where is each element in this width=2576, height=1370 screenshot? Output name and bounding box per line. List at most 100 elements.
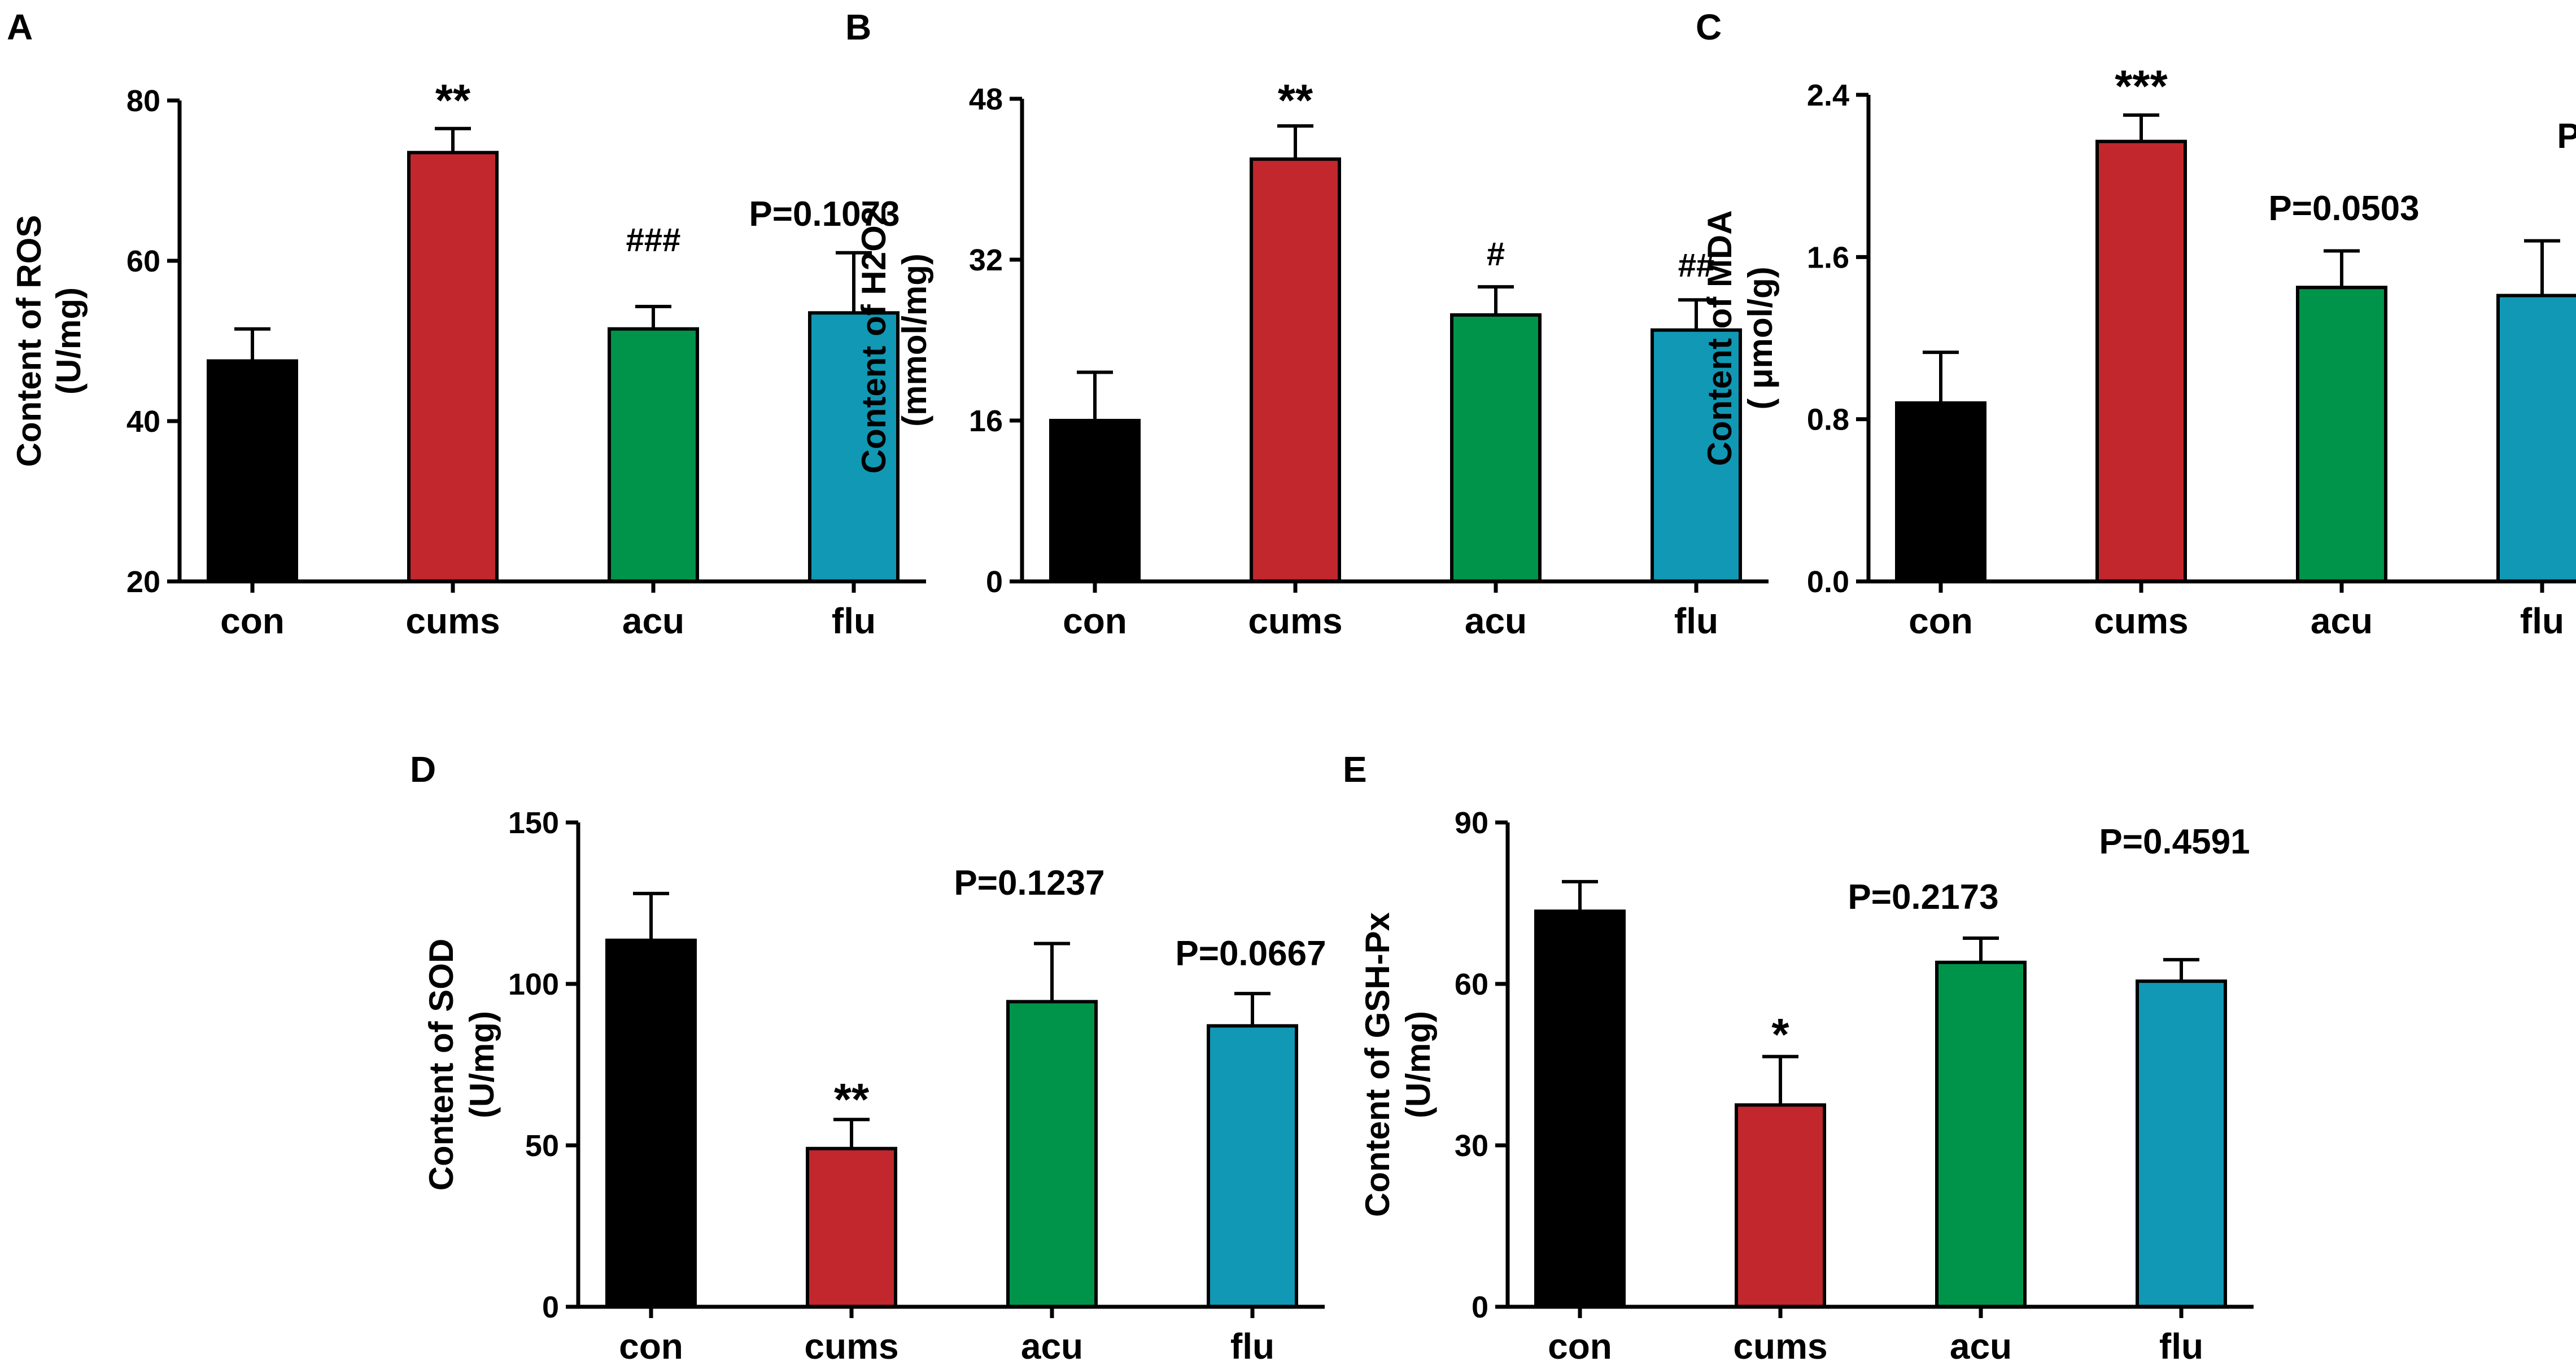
bar-con [605, 938, 697, 1308]
error-bar-cums [2123, 113, 2159, 142]
y-tick-label: 0 [1472, 1290, 1488, 1324]
bar-con [207, 359, 298, 583]
y-axis-unit: (U/mg) [463, 1011, 501, 1118]
bar-flu [2136, 979, 2227, 1308]
y-tick-label: 100 [508, 968, 559, 1001]
y-axis-unit: (U/mg) [1399, 1011, 1437, 1118]
y-tick-label: 80 [126, 84, 160, 118]
error-bar-con [234, 327, 270, 361]
x-tick-label-cums: cums [1733, 1326, 1827, 1367]
x-tick-label-acu: acu [1021, 1326, 1083, 1367]
panel-letter: A [7, 7, 33, 47]
y-axis-unit: ( μmol/g) [1741, 266, 1779, 409]
chart-panel-d: D Content of SOD (U/mg) con cums ** acu P=0.123… [410, 749, 1326, 1367]
x-tick-label-cums: cums [1248, 601, 1342, 641]
error-bar-cums [1762, 1054, 1798, 1105]
x-tick-label-cums: cums [804, 1326, 898, 1367]
bar-acu [2296, 286, 2387, 584]
x-tick-label-flu: flu [832, 601, 876, 641]
significance-label-flu: P=0.1073 [749, 195, 900, 234]
y-tick-label: 0.0 [1807, 565, 1849, 599]
y-tick-label: 1.6 [1807, 240, 1849, 274]
bar-con [1049, 419, 1141, 583]
error-bar-acu [1963, 936, 1999, 962]
y-axis-title: Content of ROS [10, 215, 48, 467]
chart-panel-e: E Content of GSH-Px (U/mg) con cums * acu P=0.2… [1343, 749, 2254, 1367]
error-bar-con [1923, 351, 1959, 403]
bar-cums [2095, 139, 2187, 583]
x-tick-label-con: con [619, 1326, 683, 1367]
bar-acu [1006, 1000, 1098, 1308]
significance-label-acu: P=0.0503 [2268, 189, 2419, 228]
bar-flu [2496, 294, 2576, 583]
y-tick-label: 0.8 [1807, 403, 1849, 437]
bar-cums [1250, 157, 1341, 583]
error-bar-cums [833, 1118, 870, 1149]
y-tick-label: 48 [969, 82, 1003, 116]
y-tick-label: 30 [1455, 1129, 1488, 1163]
x-tick-label-cums: cums [2094, 601, 2188, 641]
panel-letter: D [410, 749, 436, 790]
x-tick-label-con: con [220, 601, 285, 641]
chart-panel-b: B Content of H2O2 (mmol/mg) con cums ** acu # fl… [845, 7, 1769, 641]
x-tick-label-acu: acu [1950, 1326, 2012, 1367]
y-tick-label: 60 [126, 244, 160, 278]
y-axis-unit: (U/mg) [50, 287, 88, 395]
x-tick-label-con: con [1548, 1326, 1612, 1367]
y-tick-label: 32 [969, 243, 1003, 277]
significance-label-flu: P=0.0667 [1175, 934, 1326, 973]
y-axis-unit: (mmol/mg) [896, 253, 933, 427]
x-tick-label-flu: flu [1230, 1326, 1274, 1367]
x-tick-label-acu: acu [1465, 601, 1527, 641]
y-tick-label: 90 [1455, 806, 1488, 840]
error-bar-acu [1478, 285, 1514, 315]
y-tick-label: 50 [525, 1129, 559, 1163]
error-bar-flu [1234, 992, 1270, 1026]
panel-letter: E [1343, 749, 1367, 790]
x-tick-label-con: con [1063, 601, 1127, 641]
y-axis-title: Content of H2O2 [855, 207, 893, 474]
significance-label-flu: P=0.4591 [2099, 822, 2250, 861]
y-tick-label: 20 [126, 565, 160, 599]
x-tick-label-flu: flu [2520, 601, 2564, 641]
error-bar-acu [635, 304, 671, 329]
significance-label-cums: *** [2115, 61, 2168, 111]
y-tick-label: 0 [986, 565, 1003, 599]
significance-label-cums: ** [834, 1074, 870, 1124]
y-tick-label: 60 [1455, 968, 1488, 1001]
y-axis-title: Content of MDA [1701, 210, 1739, 466]
chart-panel-a: A Content of ROS (U/mg) con cums ** acu ### flu P… [7, 7, 926, 641]
bar-cums [407, 151, 499, 583]
bar-acu [608, 327, 699, 583]
significance-label-flu: P=0.0593 [2557, 117, 2576, 156]
error-bar-flu [836, 251, 872, 313]
bar-con [1534, 909, 1626, 1309]
bar-acu [1935, 960, 2027, 1309]
panel-letter: B [845, 7, 871, 47]
significance-label-acu: P=0.2173 [1848, 878, 1998, 917]
bar-con [1895, 401, 1986, 584]
y-tick-label: 2.4 [1807, 78, 1849, 112]
error-bar-flu [1678, 298, 1714, 330]
bar-cums [1735, 1103, 1826, 1308]
y-tick-label: 150 [508, 806, 559, 840]
y-tick-label: 0 [542, 1290, 559, 1324]
significance-label-cums: ** [1278, 75, 1313, 125]
error-bar-cums [435, 126, 471, 153]
x-tick-label-flu: flu [2159, 1326, 2203, 1367]
y-axis-title: Content of GSH-Px [1359, 912, 1396, 1217]
x-tick-label-acu: acu [622, 601, 684, 641]
error-bar-con [1562, 879, 1598, 912]
error-bar-acu [2324, 249, 2360, 288]
chart-panel-c: C Content of MDA( μmol/g) con cums *** acu P=0… [1696, 7, 2576, 641]
significance-label-acu: ### [626, 222, 681, 259]
y-axis-title: Content of SOD [422, 939, 460, 1191]
bar-cums [806, 1146, 897, 1308]
error-bar-acu [1034, 942, 1070, 1002]
bar-flu [808, 311, 900, 583]
panel-letter: C [1696, 7, 1722, 47]
bar-flu [1207, 1024, 1298, 1308]
bar-flu [1651, 328, 1742, 583]
x-tick-label-flu: flu [1674, 601, 1718, 641]
